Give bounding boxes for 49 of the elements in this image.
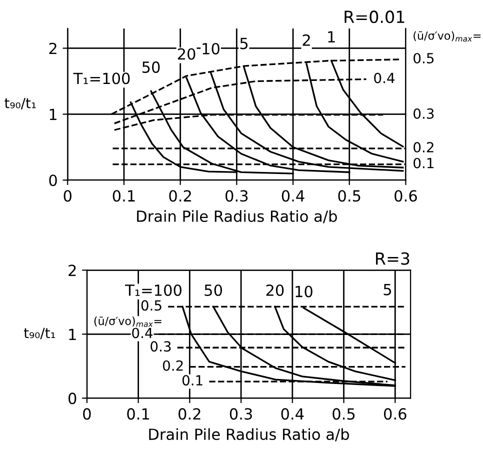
series-label: 2 bbox=[302, 34, 310, 46]
x-axis-title: Drain Pile Radius Ratio a/b bbox=[149, 428, 349, 442]
y-tick-label: 2 bbox=[49, 42, 56, 54]
annotation: 0.4 bbox=[374, 72, 395, 84]
annotation: 0.2 bbox=[414, 142, 434, 152]
series-label: 10 bbox=[202, 42, 220, 54]
series-label: 20 bbox=[178, 48, 196, 60]
x-tick-label: 0.2 bbox=[178, 408, 200, 420]
x-tick-label: 0 bbox=[83, 408, 91, 420]
y-axis-title: t₉₀/t₁ bbox=[24, 328, 56, 340]
y-tick-label: 1 bbox=[50, 108, 56, 120]
series-label: 10 bbox=[296, 286, 312, 298]
x-tick-label: 0.2 bbox=[169, 190, 191, 202]
annotation: 0.5 bbox=[414, 52, 434, 64]
annotation: 0.1 bbox=[182, 375, 202, 386]
series-label: 20 bbox=[266, 284, 284, 296]
x-tick-label: 0.6 bbox=[384, 408, 406, 420]
series-label: 50 bbox=[142, 61, 160, 73]
text: (ū/σ′vo)$_{max}$= bbox=[414, 31, 481, 42]
series-label: T₁=100 bbox=[73, 72, 130, 84]
x-tick-label: 0.4 bbox=[282, 190, 304, 202]
annotation: 0.5 bbox=[141, 300, 162, 311]
x-axis-title: Drain Pile Radius Ratio a/b bbox=[137, 210, 337, 224]
annotation: 0.2 bbox=[162, 360, 183, 371]
chart-title: R=0.01 bbox=[344, 10, 404, 24]
annotation: 0.3 bbox=[150, 341, 171, 352]
x-tick-label: 0.4 bbox=[281, 408, 304, 420]
annotation: 0.3 bbox=[414, 108, 434, 119]
annotation: 0.1 bbox=[414, 158, 434, 168]
annotation: (ū/σ′vo)$_{max}$= bbox=[94, 316, 162, 327]
x-tick-label: 0.3 bbox=[226, 190, 248, 202]
y-axis-title: t₉₀/t₁ bbox=[4, 98, 36, 110]
chart-title: R=3 bbox=[376, 252, 410, 265]
y-tick-label: 1 bbox=[69, 328, 76, 340]
annotation: 0.4 bbox=[132, 328, 153, 338]
series-label: 50 bbox=[204, 284, 222, 296]
y-tick-label: 0 bbox=[68, 392, 76, 404]
x-tick-label: 0.3 bbox=[230, 408, 252, 420]
series-label: 5 bbox=[240, 38, 248, 50]
x-tick-label: 0.6 bbox=[394, 190, 417, 202]
x-tick-label: 0.1 bbox=[112, 190, 135, 202]
x-tick-label: 0.5 bbox=[338, 190, 360, 202]
series-label: 1 bbox=[328, 31, 335, 42]
annotation: 5 bbox=[384, 284, 392, 296]
series-label: T₁=100 bbox=[125, 284, 182, 296]
x-tick-label: 0.1 bbox=[127, 408, 150, 420]
y-tick-label: 2 bbox=[68, 264, 76, 276]
x-tick-label: 0.5 bbox=[332, 408, 355, 420]
y-tick-label: 0 bbox=[49, 174, 57, 186]
